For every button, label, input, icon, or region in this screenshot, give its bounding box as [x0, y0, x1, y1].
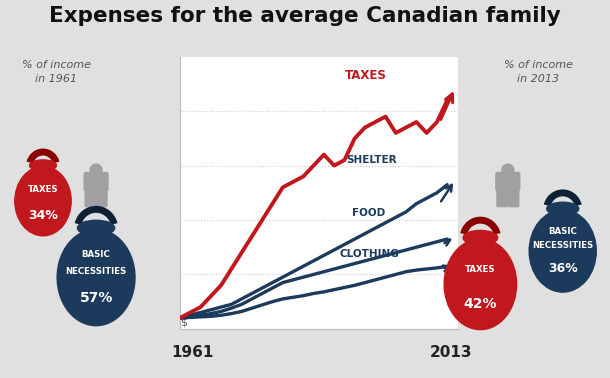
Text: FOOD: FOOD [352, 208, 386, 218]
Text: TAXES: TAXES [465, 265, 496, 274]
Ellipse shape [547, 202, 579, 215]
Text: TAXES: TAXES [345, 69, 387, 82]
Text: NECESSITIES: NECESSITIES [532, 241, 594, 250]
Text: 57%: 57% [79, 291, 113, 305]
Ellipse shape [463, 231, 498, 245]
Text: TAXES: TAXES [27, 186, 59, 195]
Circle shape [90, 164, 102, 176]
Text: BASIC: BASIC [82, 250, 110, 259]
Ellipse shape [29, 160, 57, 171]
Text: SHELTER: SHELTER [346, 155, 397, 165]
Circle shape [502, 164, 514, 176]
Text: $: $ [180, 317, 187, 327]
Text: % of income
in 1961: % of income in 1961 [21, 60, 91, 84]
Ellipse shape [444, 239, 517, 330]
FancyBboxPatch shape [497, 187, 508, 207]
Text: 34%: 34% [28, 209, 58, 222]
Text: 36%: 36% [548, 262, 578, 275]
Ellipse shape [57, 229, 135, 326]
Text: 42%: 42% [464, 297, 497, 311]
Text: 1961: 1961 [171, 345, 213, 360]
FancyBboxPatch shape [85, 187, 96, 207]
FancyBboxPatch shape [496, 172, 520, 191]
Text: Expenses for the average Canadian family: Expenses for the average Canadian family [49, 6, 561, 26]
FancyBboxPatch shape [84, 172, 108, 191]
Text: NECESSITIES: NECESSITIES [65, 266, 127, 276]
Text: BASIC: BASIC [548, 227, 577, 236]
Text: % of income
in 2013: % of income in 2013 [503, 60, 573, 84]
Ellipse shape [529, 210, 596, 292]
Text: 2013: 2013 [430, 345, 473, 360]
Ellipse shape [15, 166, 71, 236]
Ellipse shape [77, 220, 115, 236]
Text: CLOTHING: CLOTHING [340, 249, 400, 259]
FancyBboxPatch shape [508, 187, 518, 207]
FancyBboxPatch shape [96, 187, 107, 207]
